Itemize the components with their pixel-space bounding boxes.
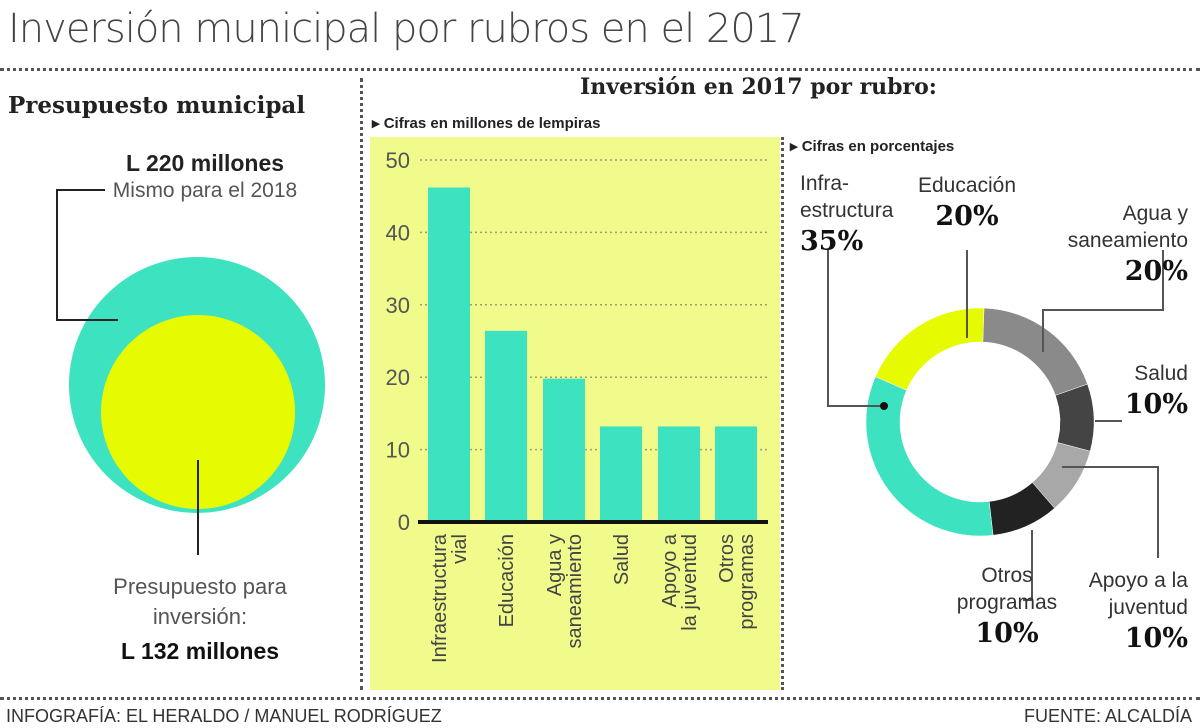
x-tick-label: Apoyo ala juventud [659,533,701,631]
donut-label-agua: Agua y [1123,202,1189,225]
footer-source: FUENTE: ALCALDÍA [1023,706,1192,726]
total-amount: L 220 millones [125,150,285,176]
bar-subtitle: ▸ Cifras en millones de lempiras [372,115,601,132]
donut-pct-apoyo: 10% [1125,623,1188,654]
x-tick-label: Infraestructuravial [429,533,471,663]
donut-pct-infra: 35% [800,226,863,257]
bar-5 [658,426,700,522]
infra-leader-dot [880,402,888,410]
donut-slice-2 [1055,383,1095,452]
bar-4 [600,426,642,522]
y-tick-label: 0 [398,510,410,535]
x-tick-label: Salud [611,534,633,585]
donut-pct-otros: 10% [975,618,1038,649]
donut-pct-agua: 20% [1125,256,1188,287]
leader-line-agua [1042,250,1164,352]
donut-label-infra: estructura [800,199,894,222]
donut-label-otros: Otros [981,564,1032,587]
donut-slice-1 [982,307,1088,396]
donut-slice-5 [865,376,994,537]
title-divider [0,68,1200,71]
bar-3 [543,378,585,522]
y-tick-label: 10 [386,438,410,463]
bar-1 [428,187,470,522]
bar-2 [485,330,527,522]
bar-subtitle-text: Cifras en millones de lempiras [383,115,601,132]
donut-chart: Agua y saneamiento 20% Salud 10% Apoyo a la ju… [800,172,1189,654]
leader-line-apoyo [1062,466,1159,558]
y-tick-label: 40 [386,220,410,245]
bar-6 [715,426,757,522]
budget-circles [56,189,325,555]
total-label: L 220 millones Mismo para el 2018 [92,150,318,203]
x-tick-label: Otrosprogramas [716,534,758,630]
x-tick-label: Educación [496,534,518,627]
bar-chart: 0 10 20 30 40 50 Infraestructuravial Educación A… [370,137,780,690]
donut-pct-educacion: 20% [935,201,998,232]
donut-subtitle: ▸ Cifras en porcentajes [790,138,955,155]
donut-label-infra: Infra- [800,172,849,195]
chart-divider [781,137,784,690]
total-leader-line [56,189,118,321]
footer-credit: INFOGRAFÍA: EL HERALDO / MANUEL RODRÍGUE… [6,706,442,726]
investment-label: Presupuesto para inversión: L 132 millon… [80,572,320,666]
leader-line-infra [827,250,883,407]
leader-line-otros [1023,530,1033,601]
y-tick-label: 50 [386,148,410,173]
donut-label-salud: Salud [1134,362,1188,385]
donut-label-agua: saneamiento [1068,229,1188,252]
page-title: Inversión municipal por rubros en el 201… [8,6,805,52]
leader-lines [827,250,1164,601]
y-tick-label: 30 [386,293,410,318]
budget-heading: Presupuesto municipal [8,92,306,119]
donut-label-apoyo: Apoyo a la [1089,569,1189,592]
x-tick-label: Agua ysaneamiento [544,534,586,649]
investment-amount: L 132 millones [120,638,280,664]
investment-budget-circle [101,315,295,509]
donut-label-apoyo: juventud [1108,596,1188,619]
section-divider [360,78,363,690]
total-note: Mismo para el 2018 [112,179,298,202]
donut-slice-6 [875,307,985,391]
donut-pct-salud: 10% [1125,389,1188,420]
donut-label-otros: programas [957,591,1057,614]
footer-divider [0,697,1200,700]
donut-label-educacion: Educación [918,174,1016,197]
right-heading: Inversión en 2017 por rubro: [580,74,937,100]
investment-label-line1: Presupuesto para [113,574,287,599]
investment-label-line2: inversión: [152,604,248,629]
donut-subtitle-text: Cifras en porcentajes [801,138,955,155]
y-tick-label: 20 [386,365,410,390]
